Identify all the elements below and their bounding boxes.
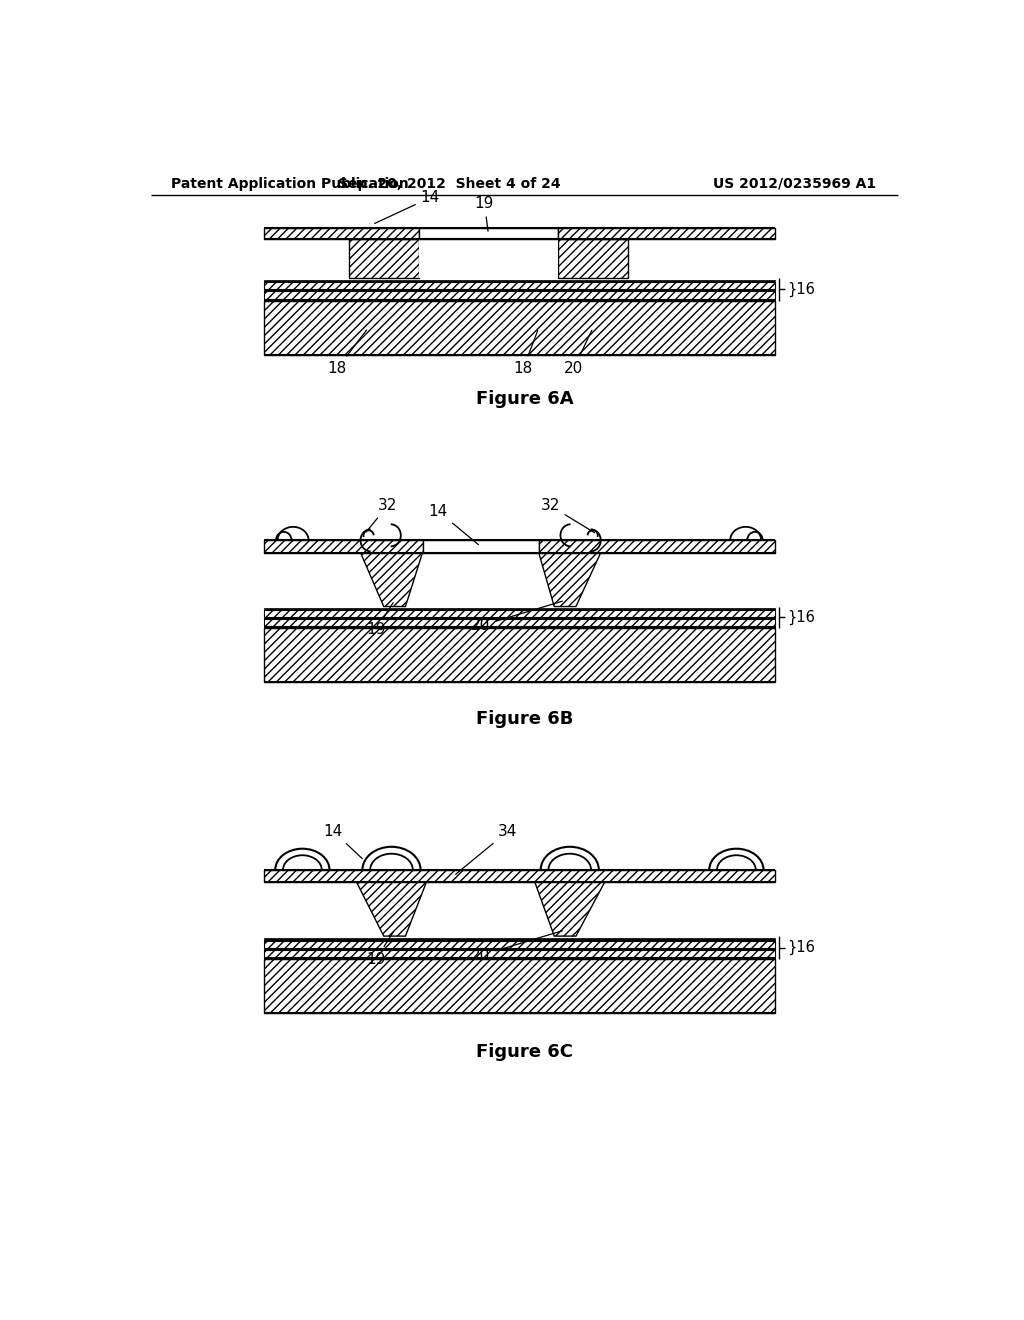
Text: US 2012/0235969 A1: US 2012/0235969 A1 [713, 177, 877, 191]
Bar [263, 960, 775, 1014]
Text: Figure 6C: Figure 6C [476, 1043, 573, 1060]
Bar [263, 619, 775, 626]
Text: }16: }16 [787, 610, 815, 624]
Text: 20: 20 [564, 330, 592, 376]
Text: 14: 14 [324, 824, 362, 859]
Bar [263, 948, 775, 950]
Bar [263, 939, 775, 941]
Text: Figure 6B: Figure 6B [476, 710, 573, 727]
Text: }16: }16 [787, 281, 815, 297]
Bar [558, 239, 628, 277]
Text: 32: 32 [541, 498, 595, 533]
Bar [263, 609, 775, 610]
Text: 19: 19 [367, 932, 393, 966]
Text: Sep. 20, 2012  Sheet 4 of 24: Sep. 20, 2012 Sheet 4 of 24 [338, 177, 561, 191]
Bar [419, 239, 558, 277]
Bar [263, 626, 775, 628]
Bar [263, 289, 775, 290]
Bar [263, 870, 775, 882]
Text: 14: 14 [375, 190, 440, 223]
Text: 14: 14 [428, 503, 478, 545]
Text: }16: }16 [787, 940, 815, 956]
Bar [263, 282, 775, 289]
Bar [263, 301, 775, 355]
Bar [263, 228, 419, 239]
Bar [263, 298, 775, 301]
Bar [263, 616, 775, 619]
Bar [539, 540, 775, 553]
Text: 32: 32 [367, 498, 397, 532]
Text: 34: 34 [456, 824, 517, 874]
Text: 20: 20 [471, 931, 562, 962]
Bar [263, 628, 775, 682]
Bar [263, 957, 775, 960]
Bar [263, 941, 775, 948]
Polygon shape [356, 882, 426, 936]
Bar [263, 540, 423, 553]
Bar [419, 228, 558, 239]
Bar [263, 280, 775, 282]
Polygon shape [535, 882, 604, 936]
Polygon shape [360, 553, 423, 607]
Text: 18: 18 [514, 330, 538, 376]
Polygon shape [539, 553, 601, 607]
Bar [263, 290, 775, 298]
Bar [263, 950, 775, 957]
Bar [349, 239, 419, 277]
Text: 19: 19 [475, 197, 495, 231]
Bar [558, 228, 775, 239]
Bar [263, 610, 775, 616]
Text: 18: 18 [328, 330, 367, 376]
Text: Patent Application Publication: Patent Application Publication [171, 177, 409, 191]
Bar [423, 540, 539, 553]
Text: Figure 6A: Figure 6A [476, 391, 573, 408]
Text: 20: 20 [471, 601, 562, 634]
Text: 19: 19 [367, 603, 393, 638]
